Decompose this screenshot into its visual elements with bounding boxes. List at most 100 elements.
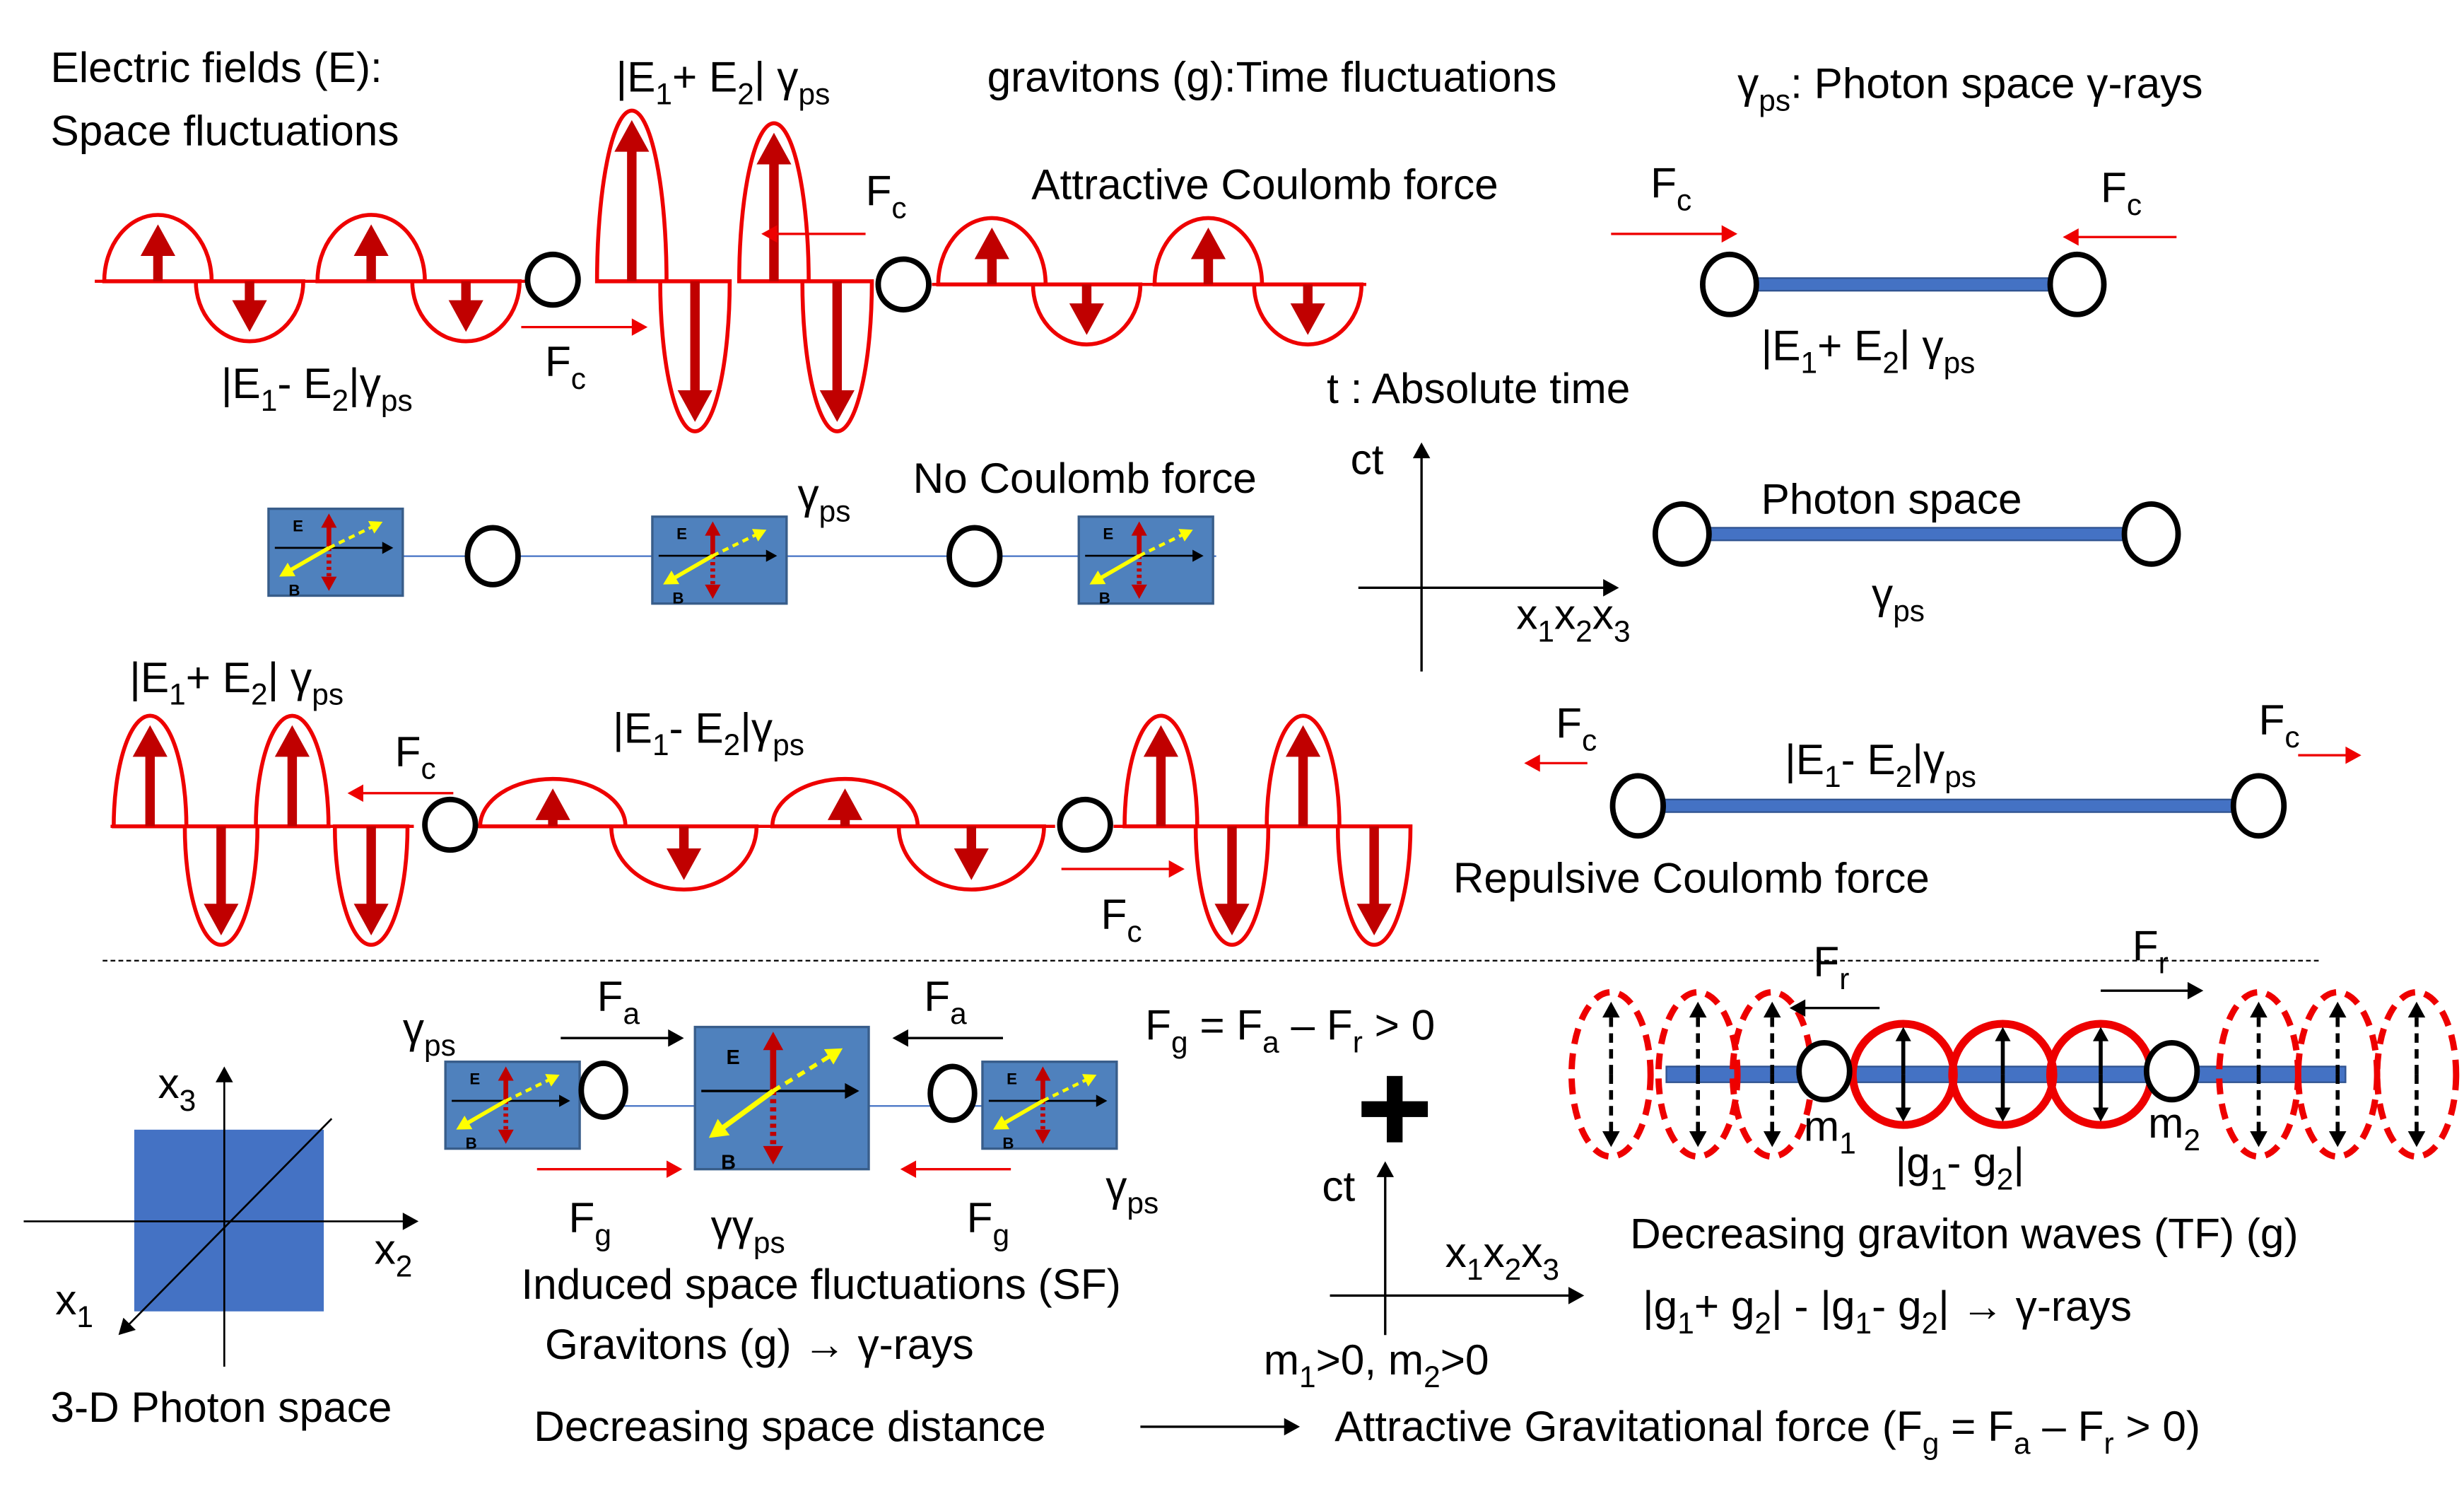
box-label: E xyxy=(1103,525,1113,543)
arrow-head xyxy=(2407,1131,2426,1148)
arrow-head xyxy=(708,1119,730,1138)
graviton-wave xyxy=(1655,988,1741,1160)
arrow-head xyxy=(2250,1131,2268,1148)
label-text: x xyxy=(1483,1228,1504,1276)
arrow-head xyxy=(382,542,394,554)
arrow-head xyxy=(1602,1001,1620,1018)
arrow-head xyxy=(2328,1001,2347,1018)
label: Fg = Fa – Fr > 0 xyxy=(1145,1000,1435,1058)
box-label: B xyxy=(1002,1135,1014,1152)
arrow-head xyxy=(614,119,650,152)
charge xyxy=(578,1061,628,1120)
charge xyxy=(1609,773,1666,839)
charge xyxy=(1057,796,1113,853)
label: Attractive Gravitational force (Fg = Fa … xyxy=(1334,1402,2200,1460)
label: 3-D Photon space xyxy=(51,1383,392,1431)
arrow-head xyxy=(1035,1129,1051,1144)
arrow-head xyxy=(2407,1001,2426,1018)
label-subscript: a xyxy=(2014,1427,2031,1460)
label-text: x xyxy=(1521,1228,1542,1276)
label-subscript: c xyxy=(421,752,436,786)
charge xyxy=(2047,251,2107,317)
arrow-head xyxy=(1376,1161,1395,1177)
arrow xyxy=(772,1053,833,1093)
arrow-head xyxy=(2345,746,2362,764)
label-text: F xyxy=(1556,699,1582,747)
arrow xyxy=(719,1089,775,1132)
arrow-head xyxy=(705,584,721,599)
label: m1 xyxy=(1804,1102,1856,1160)
arrow-head xyxy=(2250,1001,2268,1018)
label-subscript: r xyxy=(2159,947,2169,980)
label-text: : Photon space γ-rays xyxy=(1790,59,2202,107)
label-text: – F xyxy=(2031,1402,2104,1450)
label: |E1+ E2| γps xyxy=(1761,322,1976,380)
arrow-head xyxy=(823,1048,843,1065)
arrow-head xyxy=(765,549,778,562)
label-text: >0 xyxy=(1441,1336,1489,1384)
label-text: + g xyxy=(1694,1282,1755,1330)
label-subscript: ps xyxy=(798,78,830,111)
label-text: γ xyxy=(797,470,819,518)
label-text: x xyxy=(55,1275,76,1324)
arrow-head xyxy=(892,1029,908,1047)
arrow-head xyxy=(763,1145,784,1164)
label-text: F xyxy=(1813,938,1839,986)
label: Fc xyxy=(545,337,586,395)
box-label: E xyxy=(293,518,303,535)
label-subscript: 1 xyxy=(1930,1163,1947,1196)
label-text: F xyxy=(597,972,623,1020)
arrow-head xyxy=(1192,549,1204,562)
arrow-head xyxy=(1285,725,1321,757)
label-text: F xyxy=(545,337,571,385)
arrow-head xyxy=(1096,1094,1108,1107)
label-subscript: ps xyxy=(1944,346,1976,379)
label-text: = F xyxy=(1939,1402,2014,1450)
label-subscript: 2 xyxy=(1505,1253,1522,1286)
label: Fg xyxy=(967,1193,1009,1251)
label: Fc xyxy=(2259,696,2300,754)
label-text: F xyxy=(2132,922,2159,970)
charge xyxy=(1700,251,1759,317)
arrow-head xyxy=(1689,1001,1707,1018)
arrow-head xyxy=(232,300,267,332)
label: Fa xyxy=(597,972,640,1030)
label-subscript: r xyxy=(2104,1427,2113,1460)
graviton-wave xyxy=(2216,988,2301,1160)
label: No Coulomb force xyxy=(913,454,1257,502)
label: γγps xyxy=(711,1201,785,1259)
label-subscript: 1 xyxy=(652,728,669,761)
arrow-head xyxy=(204,904,239,935)
label-subscript: 2 xyxy=(1922,1307,1939,1340)
label-text: x xyxy=(1592,590,1614,638)
arrow xyxy=(1002,1099,1044,1126)
box-label: B xyxy=(288,581,300,599)
label-subscript: 1 xyxy=(261,384,278,417)
label-text: ct xyxy=(1322,1162,1355,1210)
photon-space-bar xyxy=(1728,277,2078,292)
arrow-head xyxy=(1190,227,1226,259)
charge xyxy=(524,251,581,308)
label-text: γ xyxy=(1105,1162,1127,1210)
label: Space fluctuations xyxy=(51,107,399,155)
label-subscript: 2 xyxy=(1997,1163,2014,1196)
label-subscript: g xyxy=(1923,1427,1940,1460)
arrow-head xyxy=(2092,1107,2109,1122)
arrow-head xyxy=(1089,571,1106,585)
label-text: Decreasing graviton waves (TF) (g) xyxy=(1630,1209,2298,1257)
label-text: gravitons (g):Time fluctuations xyxy=(987,53,1557,101)
arrow-head xyxy=(1568,1287,1585,1304)
label-text: m xyxy=(1264,1336,1299,1384)
label-subscript: c xyxy=(571,362,586,395)
label: gravitons (g):Time fluctuations xyxy=(987,53,1557,101)
label-subscript: a xyxy=(950,997,967,1030)
label-text: Induced space fluctuations (SF) xyxy=(521,1260,1120,1308)
label-text: γ xyxy=(403,1004,424,1052)
label-text: F xyxy=(1145,1000,1171,1049)
charge xyxy=(464,525,521,588)
charge xyxy=(2143,1039,2200,1103)
arrow-head xyxy=(763,1032,784,1051)
label: Fc xyxy=(1101,890,1142,948)
label-text: Electric fields (E): xyxy=(51,43,382,91)
